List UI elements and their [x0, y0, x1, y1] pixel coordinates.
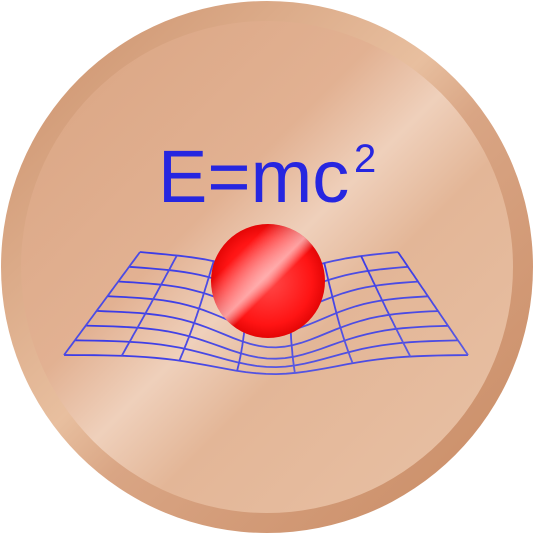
formula-exponent: 2	[354, 137, 376, 181]
grid-column-line	[63, 251, 141, 356]
grid-column-line	[397, 251, 469, 356]
grid-row-line	[63, 354, 469, 376]
mass-sphere-icon	[211, 224, 325, 338]
formula-text: E=mc	[158, 135, 349, 218]
grid-row-line	[85, 324, 449, 360]
spacetime-grid-icon	[63, 251, 469, 376]
grid-column-line	[120, 255, 178, 357]
grid-column-line	[323, 262, 354, 364]
grid-column-line	[360, 255, 412, 357]
grid-column-line	[178, 260, 215, 361]
formula-base: E=mc	[158, 135, 349, 218]
grid-row-line	[96, 310, 439, 349]
grid-row-line	[74, 339, 459, 369]
